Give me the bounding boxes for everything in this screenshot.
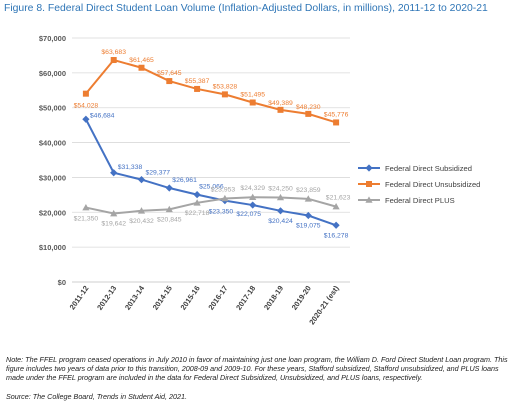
- y-tick-label: $10,000: [39, 243, 66, 252]
- data-label: $45,776: [324, 111, 349, 118]
- data-point: [165, 205, 173, 213]
- data-label: $31,338: [118, 164, 143, 171]
- x-tick-label: 2015-16: [179, 284, 202, 312]
- x-tick-labels: 2011-12 2012-13 2013-14 2014-15 2015-16 2016-…: [68, 283, 341, 326]
- data-label: $57,645: [157, 70, 182, 77]
- data-label: $20,424: [268, 218, 293, 225]
- x-tick-label: 2014-15: [151, 284, 174, 312]
- x-tick-label: 2012-13: [95, 284, 118, 312]
- data-label: $25,066: [199, 184, 224, 191]
- data-point: [366, 181, 372, 187]
- data-point: [165, 184, 173, 192]
- x-tick-label: 2019-20: [290, 284, 313, 312]
- y-tick-label: $60,000: [39, 69, 66, 78]
- series-lines: [85, 58, 337, 227]
- x-tick-label: 2020-21 (est): [307, 284, 341, 327]
- x-tick-label: 2017-18: [234, 284, 257, 312]
- data-point: [193, 191, 201, 199]
- legend-label: Federal Direct Subsidized: [385, 164, 472, 173]
- y-tick-label: $0: [58, 278, 66, 287]
- data-label: $23,350: [209, 209, 234, 216]
- data-label: $16,278: [324, 232, 349, 239]
- data-label: $63,683: [101, 49, 126, 56]
- data-label: $21,623: [326, 195, 351, 202]
- data-point: [221, 91, 228, 98]
- data-point: [137, 176, 146, 184]
- y-tick-label: $50,000: [39, 104, 66, 113]
- y-tick-label: $30,000: [39, 173, 66, 182]
- data-label: $26,961: [172, 177, 197, 184]
- data-point: [332, 203, 340, 210]
- series-line: [85, 58, 337, 124]
- data-point: [82, 115, 90, 123]
- data-point: [276, 207, 285, 215]
- data-label: $55,387: [185, 78, 210, 85]
- data-label: $46,684: [90, 112, 115, 119]
- data-point: [137, 207, 146, 214]
- data-point: [249, 99, 256, 106]
- x-tick-label: 2018-19: [262, 284, 285, 312]
- data-point: [193, 199, 201, 206]
- data-point: [82, 90, 89, 97]
- data-point: [365, 164, 373, 172]
- data-label: $48,230: [296, 104, 321, 111]
- data-label: $61,465: [129, 57, 154, 64]
- legend-label: Federal Direct PLUS: [385, 196, 455, 205]
- data-point: [333, 119, 340, 126]
- data-point: [166, 78, 173, 85]
- data-point: [110, 209, 118, 217]
- data-point: [221, 194, 229, 202]
- data-label: $20,432: [129, 218, 154, 225]
- data-label: $22,718: [185, 210, 210, 217]
- data-label: $20,845: [157, 216, 182, 223]
- data-label: $24,250: [268, 185, 293, 192]
- data-point: [304, 195, 312, 202]
- figure-source: Source: The College Board, Trends in Stu…: [6, 392, 187, 401]
- data-label: $24,329: [240, 185, 265, 192]
- data-label: $29,377: [146, 170, 171, 177]
- data-label: $54,028: [74, 103, 99, 110]
- data-point: [365, 196, 373, 203]
- y-tick-label: $20,000: [39, 208, 66, 217]
- data-label: $21,350: [74, 216, 99, 223]
- data-point: [110, 169, 118, 177]
- figure-note: Note: The FFEL program ceased operations…: [6, 355, 508, 382]
- data-point: [332, 221, 340, 229]
- data-label: $53,828: [213, 83, 238, 90]
- data-point: [304, 211, 312, 220]
- series-line: [85, 118, 337, 227]
- figure-title: Figure 8. Federal Direct Student Loan Vo…: [4, 3, 488, 14]
- data-point: [305, 110, 312, 117]
- data-label: $49,389: [268, 100, 293, 107]
- gridlines: [72, 37, 350, 283]
- data-point: [82, 203, 90, 211]
- y-tick-label: $70,000: [39, 34, 66, 43]
- data-label: $19,075: [296, 223, 321, 230]
- data-point: [138, 64, 145, 71]
- data-label: $19,642: [101, 221, 126, 228]
- y-tick-labels: $0 $10,000 $20,000 $30,000 $40,000 $50,000 $60…: [39, 34, 66, 287]
- legend: Federal Direct Subsidized Federal Direct …: [358, 164, 480, 205]
- data-point: [276, 193, 285, 201]
- x-tick-label: 2011-12: [68, 284, 91, 311]
- data-label: $51,495: [240, 92, 265, 99]
- x-tick-label: 2013-14: [123, 283, 147, 311]
- series-line: [85, 196, 337, 215]
- series-markers: [82, 57, 340, 229]
- data-label: $22,075: [236, 211, 261, 218]
- data-point: [277, 106, 284, 113]
- data-point: [249, 201, 257, 209]
- y-tick-label: $40,000: [39, 139, 66, 148]
- data-point: [249, 193, 257, 200]
- data-labels: $46,684 $31,338$29,377$26,961$25,066 $23,3…: [74, 49, 351, 239]
- x-tick-label: 2016-17: [206, 284, 229, 312]
- data-point: [110, 57, 117, 64]
- data-label: $23,953: [211, 187, 236, 194]
- legend-label: Federal Direct Unsubsidized: [385, 180, 480, 189]
- data-point: [194, 85, 201, 92]
- data-label: $23,859: [296, 187, 321, 194]
